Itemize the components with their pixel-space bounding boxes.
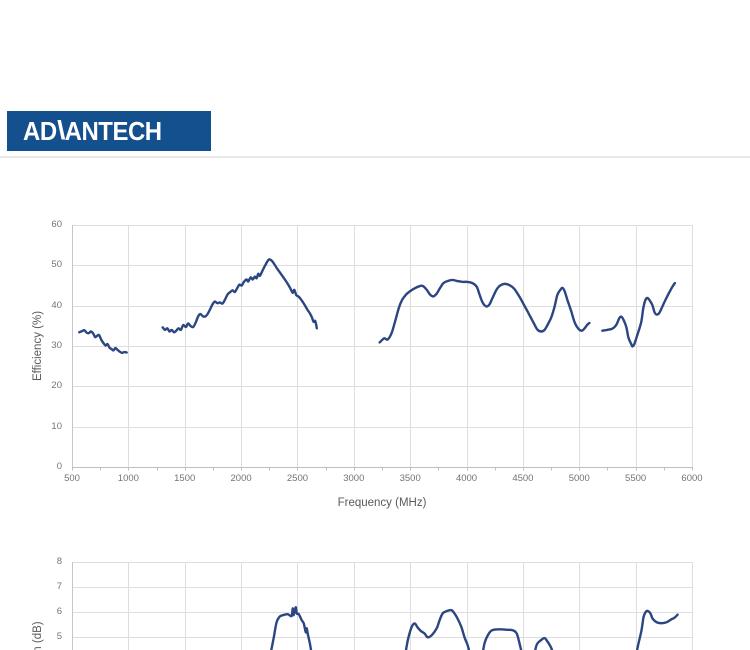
gain-line-segment: [270, 605, 313, 650]
efficiency-y-tick-label: 40: [51, 299, 62, 311]
efficiency-y-tick-label: 50: [51, 259, 62, 271]
frequency-x-tick-label: 500: [64, 473, 80, 484]
frequency-x-tick-label: 1000: [117, 473, 139, 484]
efficiency-line-segment: [601, 281, 677, 348]
frequency-x-tick-label: 5500: [625, 473, 647, 484]
efficiency-line-segment: [78, 329, 128, 355]
gain-line-segment: [534, 636, 554, 650]
logo-text-suffix: ANTECH: [64, 115, 162, 146]
gain-y-tick-label: 5: [56, 631, 62, 643]
gain-line-segment: [482, 628, 523, 650]
efficiency-line-segment: [378, 278, 591, 344]
efficiency-y-tick-label: 0: [56, 461, 62, 472]
frequency-x-tick-label: 3500: [399, 473, 421, 484]
gain-y-tick-label: 6: [56, 606, 62, 618]
gain-y-tick-label: 8: [56, 556, 62, 567]
frequency-x-tick-label: 6000: [681, 473, 703, 484]
frequency-x-tick-label: 4500: [512, 473, 534, 484]
logo-text-prefix: AD: [23, 115, 57, 146]
advantech-logo: AD \ ANTECH: [7, 111, 211, 151]
gain-line-segment: [635, 609, 679, 650]
frequency-x-tick-label: 1500: [174, 473, 196, 484]
gain-y-tick-label: 7: [56, 581, 62, 593]
frequency-x-axis-title: Frequency (MHz): [337, 497, 427, 509]
logo-text: AD \ ANTECH: [23, 115, 162, 148]
frequency-x-tick-label: 2500: [286, 473, 309, 484]
efficiency-line-segment: [161, 258, 318, 334]
frequency-x-tick-label: 5000: [568, 473, 590, 484]
efficiency-y-tick-label: 20: [51, 380, 62, 392]
frequency-x-tick-label: 3000: [343, 473, 365, 484]
efficiency-y-tick-label: 60: [51, 219, 62, 230]
frequency-x-tick-label: 4000: [455, 473, 478, 484]
logo-v-mark: \: [56, 114, 65, 145]
gain-line-segment: [404, 608, 471, 650]
efficiency-y-tick-label: 30: [51, 340, 62, 351]
efficiency-y-tick-label: 10: [51, 420, 62, 432]
header-divider: [0, 156, 750, 158]
frequency-x-tick-label: 2000: [230, 473, 252, 484]
